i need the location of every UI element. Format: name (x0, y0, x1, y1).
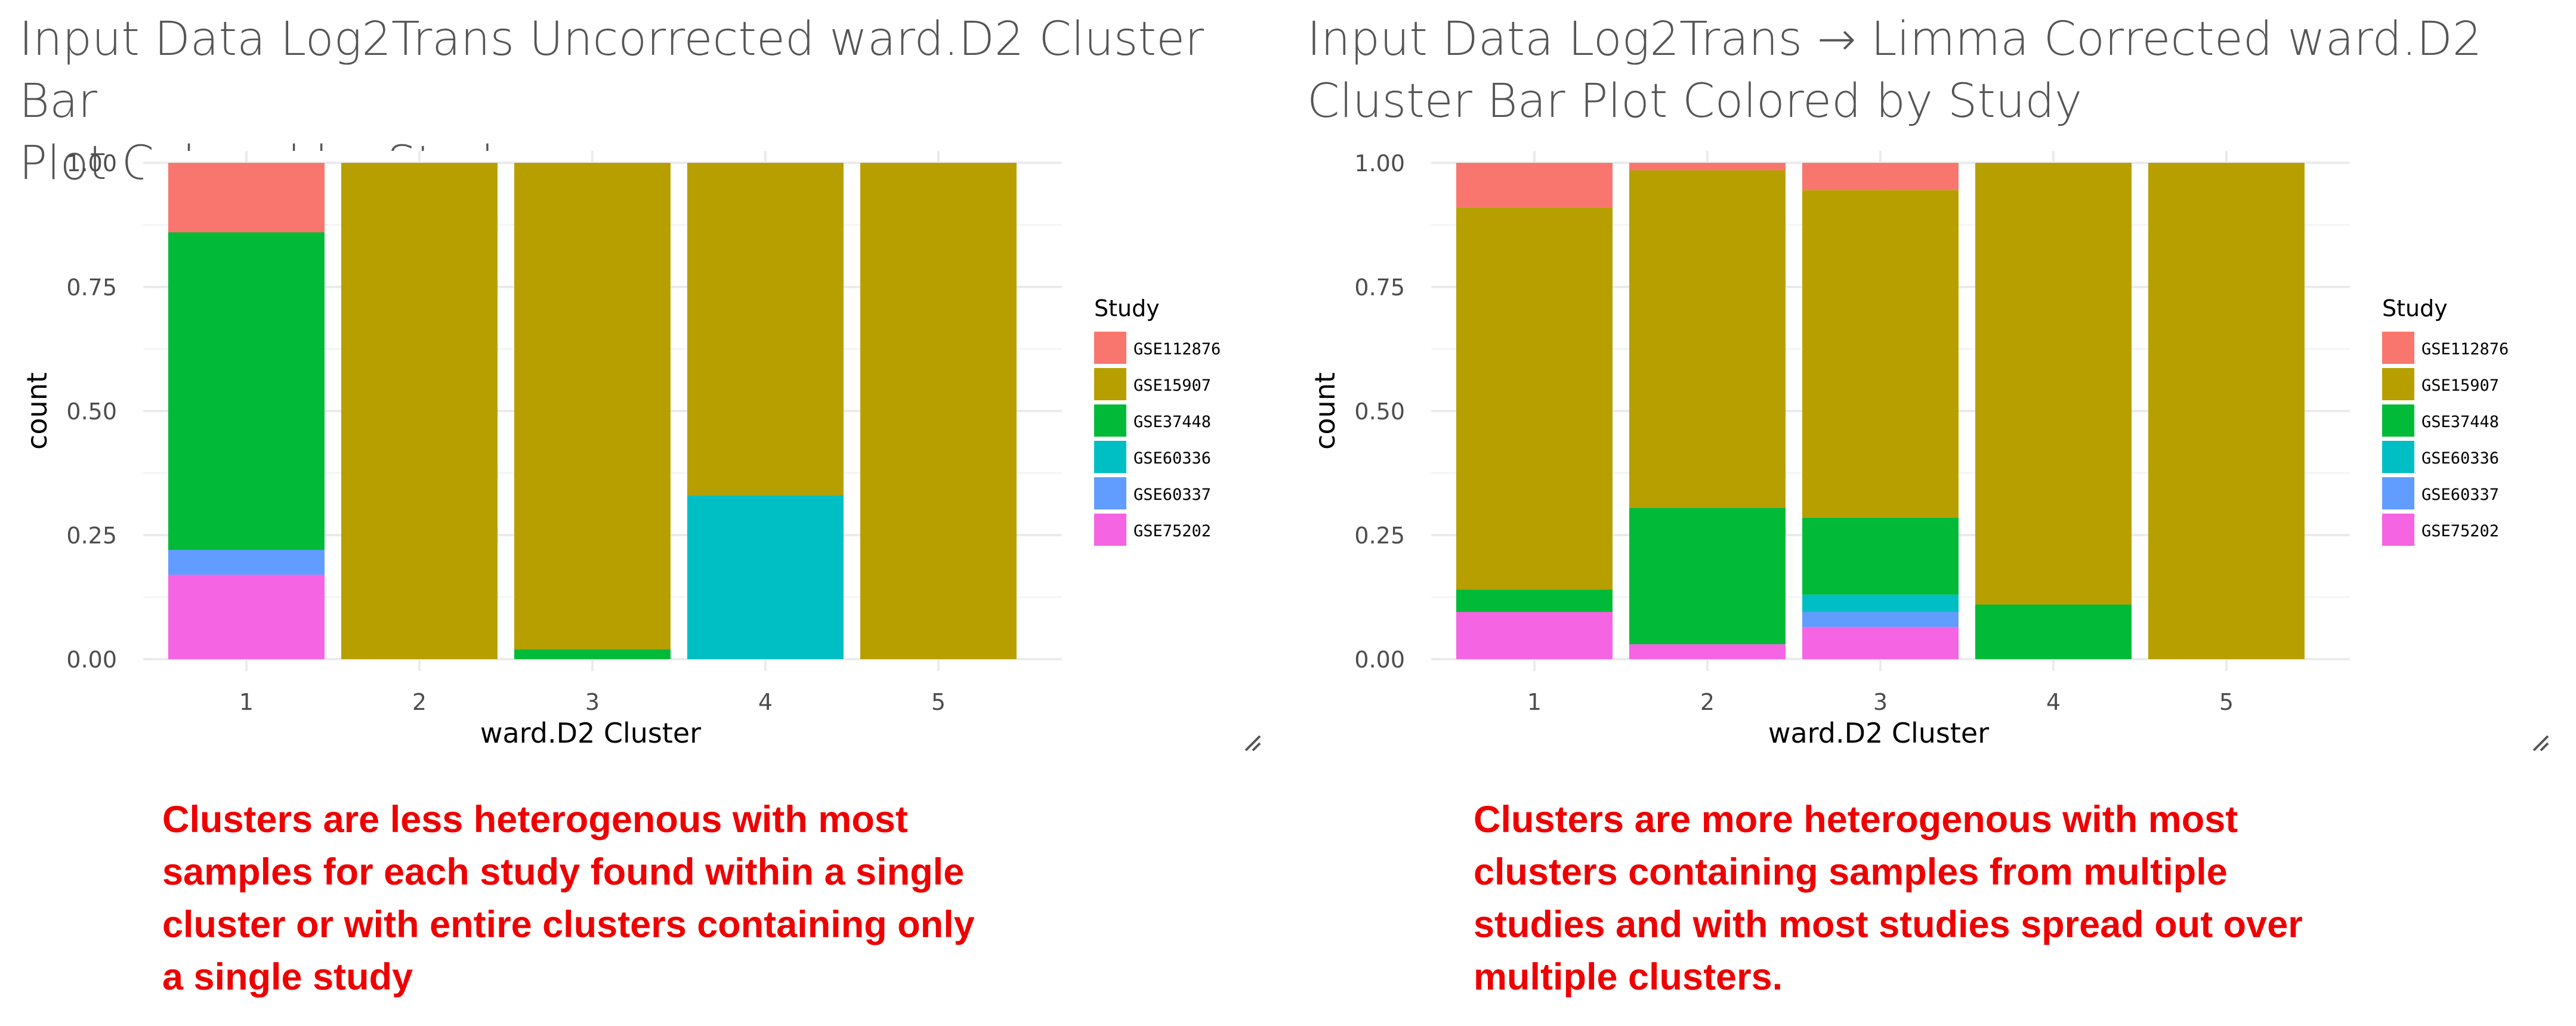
legend-swatch (2382, 368, 2414, 400)
legend-label: GSE37448 (1133, 413, 1211, 431)
bar-segment (1456, 611, 1613, 659)
bar-segment (1629, 170, 1786, 508)
legend-swatch (2382, 477, 2414, 509)
x-tick-label: 2 (412, 689, 427, 715)
bar-segment (341, 163, 498, 659)
bar-segment (1802, 190, 1959, 518)
resize-grip-icon[interactable] (1244, 735, 1261, 752)
bar-segment (860, 163, 1017, 659)
legend-swatch (2382, 404, 2414, 437)
legend-label: GSE60336 (2421, 449, 2499, 468)
chart-caption: Clusters are more heterogenous with most… (1474, 799, 2303, 998)
legend-label: GSE112876 (2421, 340, 2509, 359)
bar-segment (1456, 589, 1613, 612)
bar-segment (514, 163, 671, 650)
chart-title: Input Data Log2Trans → Limma Corrected w… (1307, 13, 2482, 128)
y-tick-label: 0.25 (66, 523, 117, 549)
legend-label: GSE75202 (2421, 522, 2499, 540)
bar-segment (1802, 611, 1959, 627)
bar-segment (2148, 163, 2305, 659)
left-chart-panel: Input Data Log2Trans Uncorrected ward.D2… (19, 13, 1261, 998)
x-tick-label: 3 (585, 689, 600, 715)
y-axis-title: count (21, 372, 53, 450)
y-tick-label: 0.50 (1354, 398, 1405, 425)
bar-segment (1802, 626, 1959, 659)
y-axis-title: count (1309, 372, 1341, 450)
bar-segment (1975, 163, 2132, 605)
bar-segment (168, 549, 325, 575)
y-tick-label: 0.75 (66, 274, 117, 301)
legend-title: Study (1094, 295, 1160, 322)
legend-label: GSE15907 (1133, 376, 1211, 395)
y-tick-label: 0.00 (66, 647, 117, 673)
bar-segment (687, 495, 844, 659)
bar-segment (514, 649, 671, 659)
bar-segment (1802, 163, 1959, 190)
x-axis-title: ward.D2 Cluster (480, 717, 701, 749)
x-axis-title: ward.D2 Cluster (1768, 717, 1989, 749)
bar-segment (168, 232, 325, 550)
x-tick-label: 4 (758, 689, 773, 715)
legend-label: GSE75202 (1133, 522, 1211, 540)
x-tick-label: 5 (2219, 689, 2234, 715)
bar-segment (1456, 207, 1613, 590)
legend-label: GSE60337 (1133, 486, 1211, 504)
legend: Study GSE112876 GSE15907 GSE37448 GSE60336 GS… (2382, 295, 2509, 546)
legend-swatch (2382, 332, 2414, 364)
cluster-bar-chart: 0.00 0.25 0.50 0.75 1.00 1 2 3 4 5 ward.D2 Cluster… (21, 150, 1261, 752)
bar-segment (168, 163, 325, 233)
x-tick-label: 5 (931, 689, 946, 715)
bars (168, 163, 1017, 659)
bar-segment (168, 574, 325, 659)
legend-label: GSE60336 (1133, 449, 1211, 468)
legend-swatch (1094, 514, 1126, 546)
bar-segment (1975, 604, 2132, 659)
legend-label: GSE60337 (2421, 486, 2499, 504)
legend-swatch (1094, 332, 1126, 364)
y-tick-label: 0.75 (1354, 274, 1405, 301)
bar-segment (1629, 644, 1786, 659)
legend-swatch (1094, 368, 1126, 400)
bar-segment (1802, 594, 1959, 612)
legend-label: GSE112876 (1133, 340, 1221, 359)
y-tick-label: 0.00 (1354, 647, 1405, 673)
legend-label: GSE37448 (2421, 413, 2499, 431)
legend-swatch (1094, 404, 1126, 437)
y-tick-label: 1.00 (66, 150, 117, 177)
y-tick-label: 0.50 (66, 398, 117, 425)
chart-caption: Clusters are less heterogenous with most… (162, 799, 975, 998)
bar-segment (1629, 508, 1786, 645)
bar-segment (1629, 163, 1786, 171)
x-tick-label: 3 (1873, 689, 1888, 715)
legend-swatch (1094, 441, 1126, 473)
legend-swatch (2382, 514, 2414, 546)
legend-swatch (2382, 441, 2414, 473)
bar-segment (1802, 517, 1959, 595)
bar-segment (687, 163, 844, 496)
bars (1456, 163, 2305, 659)
right-chart-panel: Input Data Log2Trans → Limma Corrected w… (1288, 0, 2576, 1026)
bar-segment (1456, 163, 1613, 208)
legend-swatch (1094, 477, 1126, 509)
x-tick-label: 1 (239, 689, 254, 715)
x-tick-label: 2 (1700, 689, 1715, 715)
y-tick-label: 0.25 (1354, 523, 1405, 549)
legend-label: GSE15907 (2421, 376, 2499, 395)
x-tick-label: 4 (2046, 689, 2061, 715)
legend-title: Study (2382, 295, 2448, 322)
cluster-bar-chart: 0.00 0.25 0.50 0.75 1.00 1 2 3 4 5 ward.D2 Cluster… (1309, 150, 2549, 752)
resize-grip-icon[interactable] (2532, 735, 2549, 752)
legend: Study GSE112876 GSE15907 GSE37448 GSE60336 GS… (1094, 295, 1221, 546)
x-tick-label: 1 (1527, 689, 1542, 715)
y-tick-label: 1.00 (1354, 150, 1405, 177)
